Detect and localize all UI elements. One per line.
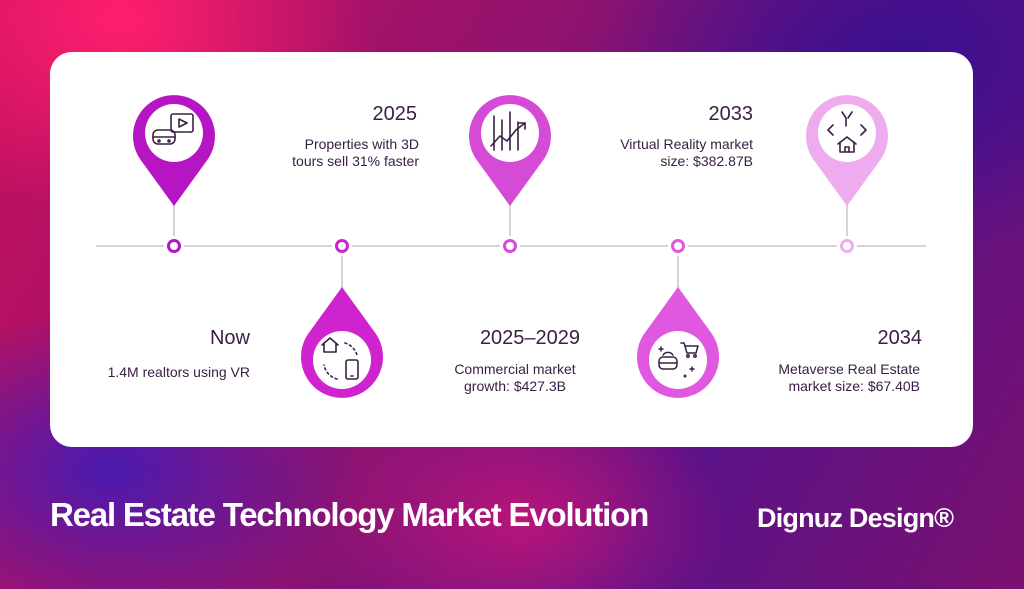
- description-2025: Properties with 3D tours sell 31% faster: [292, 136, 419, 169]
- description-now: 1.4M realtors using VR: [107, 364, 250, 380]
- pin-marker-2033: [637, 287, 719, 398]
- description-2025-2029: Commercial market growth: $427.3B: [454, 361, 576, 394]
- timeline-node-2025-2029: [500, 236, 520, 256]
- year-label-now: Now: [209, 327, 250, 349]
- pin-marker-2025-2029: [469, 95, 551, 206]
- pin-marker-now: [133, 95, 215, 206]
- page-title: Real Estate Technology Market Evolution: [50, 496, 649, 533]
- year-label-2034: 2034: [877, 327, 923, 349]
- year-label-2025: 2025: [372, 103, 418, 125]
- stem-2034: [846, 200, 848, 246]
- vr-shopping-cart-icon: [658, 342, 699, 378]
- stem-now: [173, 200, 175, 246]
- timeline-node-now: [164, 236, 184, 256]
- brand-logo: Dignuz Design®: [757, 503, 954, 533]
- description-2034: Metaverse Real Estate market size: $67.4…: [778, 361, 920, 394]
- timeline-node-2034: [837, 236, 857, 256]
- timeline-node-2025: [332, 236, 352, 256]
- pin-marker-2034: [806, 95, 888, 206]
- year-label-2033: 2033: [708, 103, 754, 125]
- stem-2025-2029: [509, 200, 511, 246]
- growth-chart-icon: [490, 111, 526, 151]
- house-phone-sync-icon: [321, 337, 359, 380]
- pin-marker-2025: [301, 287, 383, 398]
- vr-headset-video-icon: [152, 113, 194, 145]
- year-label-2025-2029: 2025–2029: [479, 327, 581, 349]
- stem-2033: [677, 246, 679, 290]
- description-2033: Virtual Reality market size: $382.87B: [620, 136, 753, 169]
- stem-2025: [341, 246, 343, 290]
- code-house-icon: [827, 111, 867, 153]
- timeline-node-2033: [668, 236, 688, 256]
